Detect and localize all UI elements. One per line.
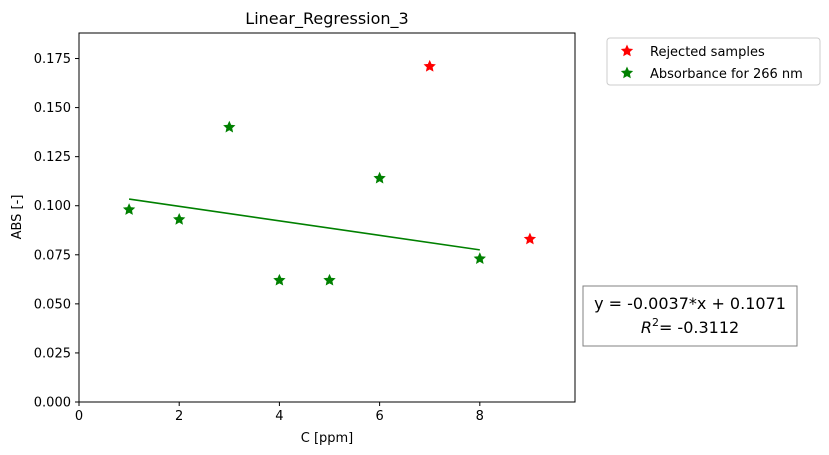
absorbance-point <box>173 212 186 225</box>
equation-annotation: y = -0.0037*x + 0.1071 R2= -0.3112 <box>582 285 798 347</box>
x-tick-label: 0 <box>75 409 83 424</box>
absorbance-point <box>373 171 386 184</box>
absorbance-point <box>473 252 486 264</box>
equation-text: y = -0.0037*x + 0.1071 <box>594 294 786 313</box>
x-tick-label: 4 <box>275 409 283 424</box>
legend: Rejected samples Absorbance for 266 nm <box>606 37 821 86</box>
y-tick-label: 0.125 <box>34 150 71 165</box>
r-squared-text: R2= -0.3112 <box>641 316 739 337</box>
absorbance-point <box>273 273 286 286</box>
absorbance-point <box>223 120 236 133</box>
y-tick-label: 0.000 <box>34 396 71 411</box>
legend-box <box>606 37 821 86</box>
y-tick-label: 0.025 <box>34 346 71 361</box>
y-axis-label: ABS [-] <box>10 195 25 240</box>
y-tick-label: 0.050 <box>34 297 71 312</box>
legend-marker-rejected <box>620 44 634 57</box>
absorbance-point <box>122 203 136 215</box>
y-tick-label: 0.100 <box>34 199 71 214</box>
x-tick-label: 6 <box>375 409 383 424</box>
regression-line <box>128 198 480 251</box>
y-tick-label: 0.150 <box>34 101 71 116</box>
rejected-sample-point <box>423 59 436 72</box>
legend-label-rejected: Rejected samples <box>650 45 765 60</box>
r-squared-value: = -0.3112 <box>659 318 739 337</box>
x-axis-label: C [ppm] <box>301 431 354 446</box>
y-tick-label: 0.075 <box>34 248 71 263</box>
y-tick-label: 0.175 <box>34 52 71 67</box>
x-tick-label: 8 <box>476 409 484 424</box>
equation-box <box>582 285 798 347</box>
plot-area <box>78 32 576 403</box>
rejected-sample-point <box>523 232 537 245</box>
legend-marker-absorbance <box>620 66 634 79</box>
chart-title: Linear_Regression_3 <box>245 9 408 29</box>
legend-label-absorbance: Absorbance for 266 nm <box>650 67 803 82</box>
x-tick-label: 2 <box>175 409 183 424</box>
absorbance-point <box>323 273 336 286</box>
